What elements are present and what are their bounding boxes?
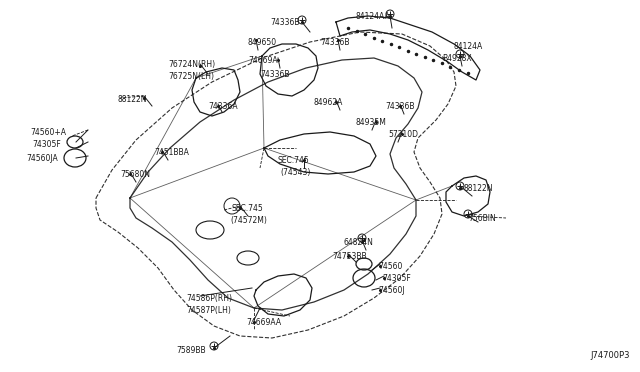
Text: 76725N(LH): 76725N(LH)	[168, 72, 214, 81]
Text: 7589BB: 7589BB	[176, 346, 205, 355]
Text: 74560J: 74560J	[378, 286, 404, 295]
Text: 88122N: 88122N	[464, 184, 493, 193]
Text: 74305F: 74305F	[32, 140, 61, 149]
Text: 84935M: 84935M	[356, 118, 387, 127]
Text: 74560JA: 74560JA	[26, 154, 58, 163]
Text: 74560: 74560	[378, 262, 403, 271]
Text: SEC.745: SEC.745	[232, 204, 264, 213]
Text: 74560+A: 74560+A	[30, 128, 66, 137]
Text: 57210D: 57210D	[388, 130, 418, 139]
Text: 74336B: 74336B	[385, 102, 415, 111]
Text: 849650: 849650	[248, 38, 277, 47]
Text: 64824N: 64824N	[344, 238, 374, 247]
Text: 7451BBA: 7451BBA	[154, 148, 189, 157]
Text: 88122N: 88122N	[117, 95, 147, 104]
Text: 74587P(LH): 74587P(LH)	[186, 306, 231, 315]
Text: 74669A: 74669A	[248, 56, 278, 65]
Text: 84124AA: 84124AA	[355, 12, 390, 21]
Text: 84124A: 84124A	[454, 42, 483, 51]
Circle shape	[456, 182, 464, 190]
Circle shape	[386, 10, 394, 18]
Text: 74753BB: 74753BB	[332, 252, 367, 261]
Text: 74669AA: 74669AA	[246, 318, 281, 327]
Text: 76724N(RH): 76724N(RH)	[168, 60, 215, 69]
Text: 74336B: 74336B	[270, 18, 300, 27]
Text: (74572M): (74572M)	[230, 216, 267, 225]
Text: 74305F: 74305F	[382, 274, 411, 283]
Text: J74700P3: J74700P3	[591, 351, 630, 360]
Text: (74543): (74543)	[280, 168, 310, 177]
Circle shape	[358, 234, 366, 242]
Text: 84962A: 84962A	[313, 98, 342, 107]
Circle shape	[464, 210, 472, 218]
Text: 74336B: 74336B	[320, 38, 349, 47]
Text: 74336B: 74336B	[260, 70, 289, 79]
Circle shape	[298, 16, 306, 24]
Text: 74336A: 74336A	[208, 102, 237, 111]
Text: SEC.745: SEC.745	[278, 156, 310, 165]
Text: 756BIN: 756BIN	[468, 214, 496, 223]
Circle shape	[456, 50, 464, 58]
Circle shape	[210, 342, 218, 350]
Text: 74586P(RH): 74586P(RH)	[186, 294, 232, 303]
Text: B4928X: B4928X	[442, 54, 472, 63]
Text: 75680N: 75680N	[120, 170, 150, 179]
